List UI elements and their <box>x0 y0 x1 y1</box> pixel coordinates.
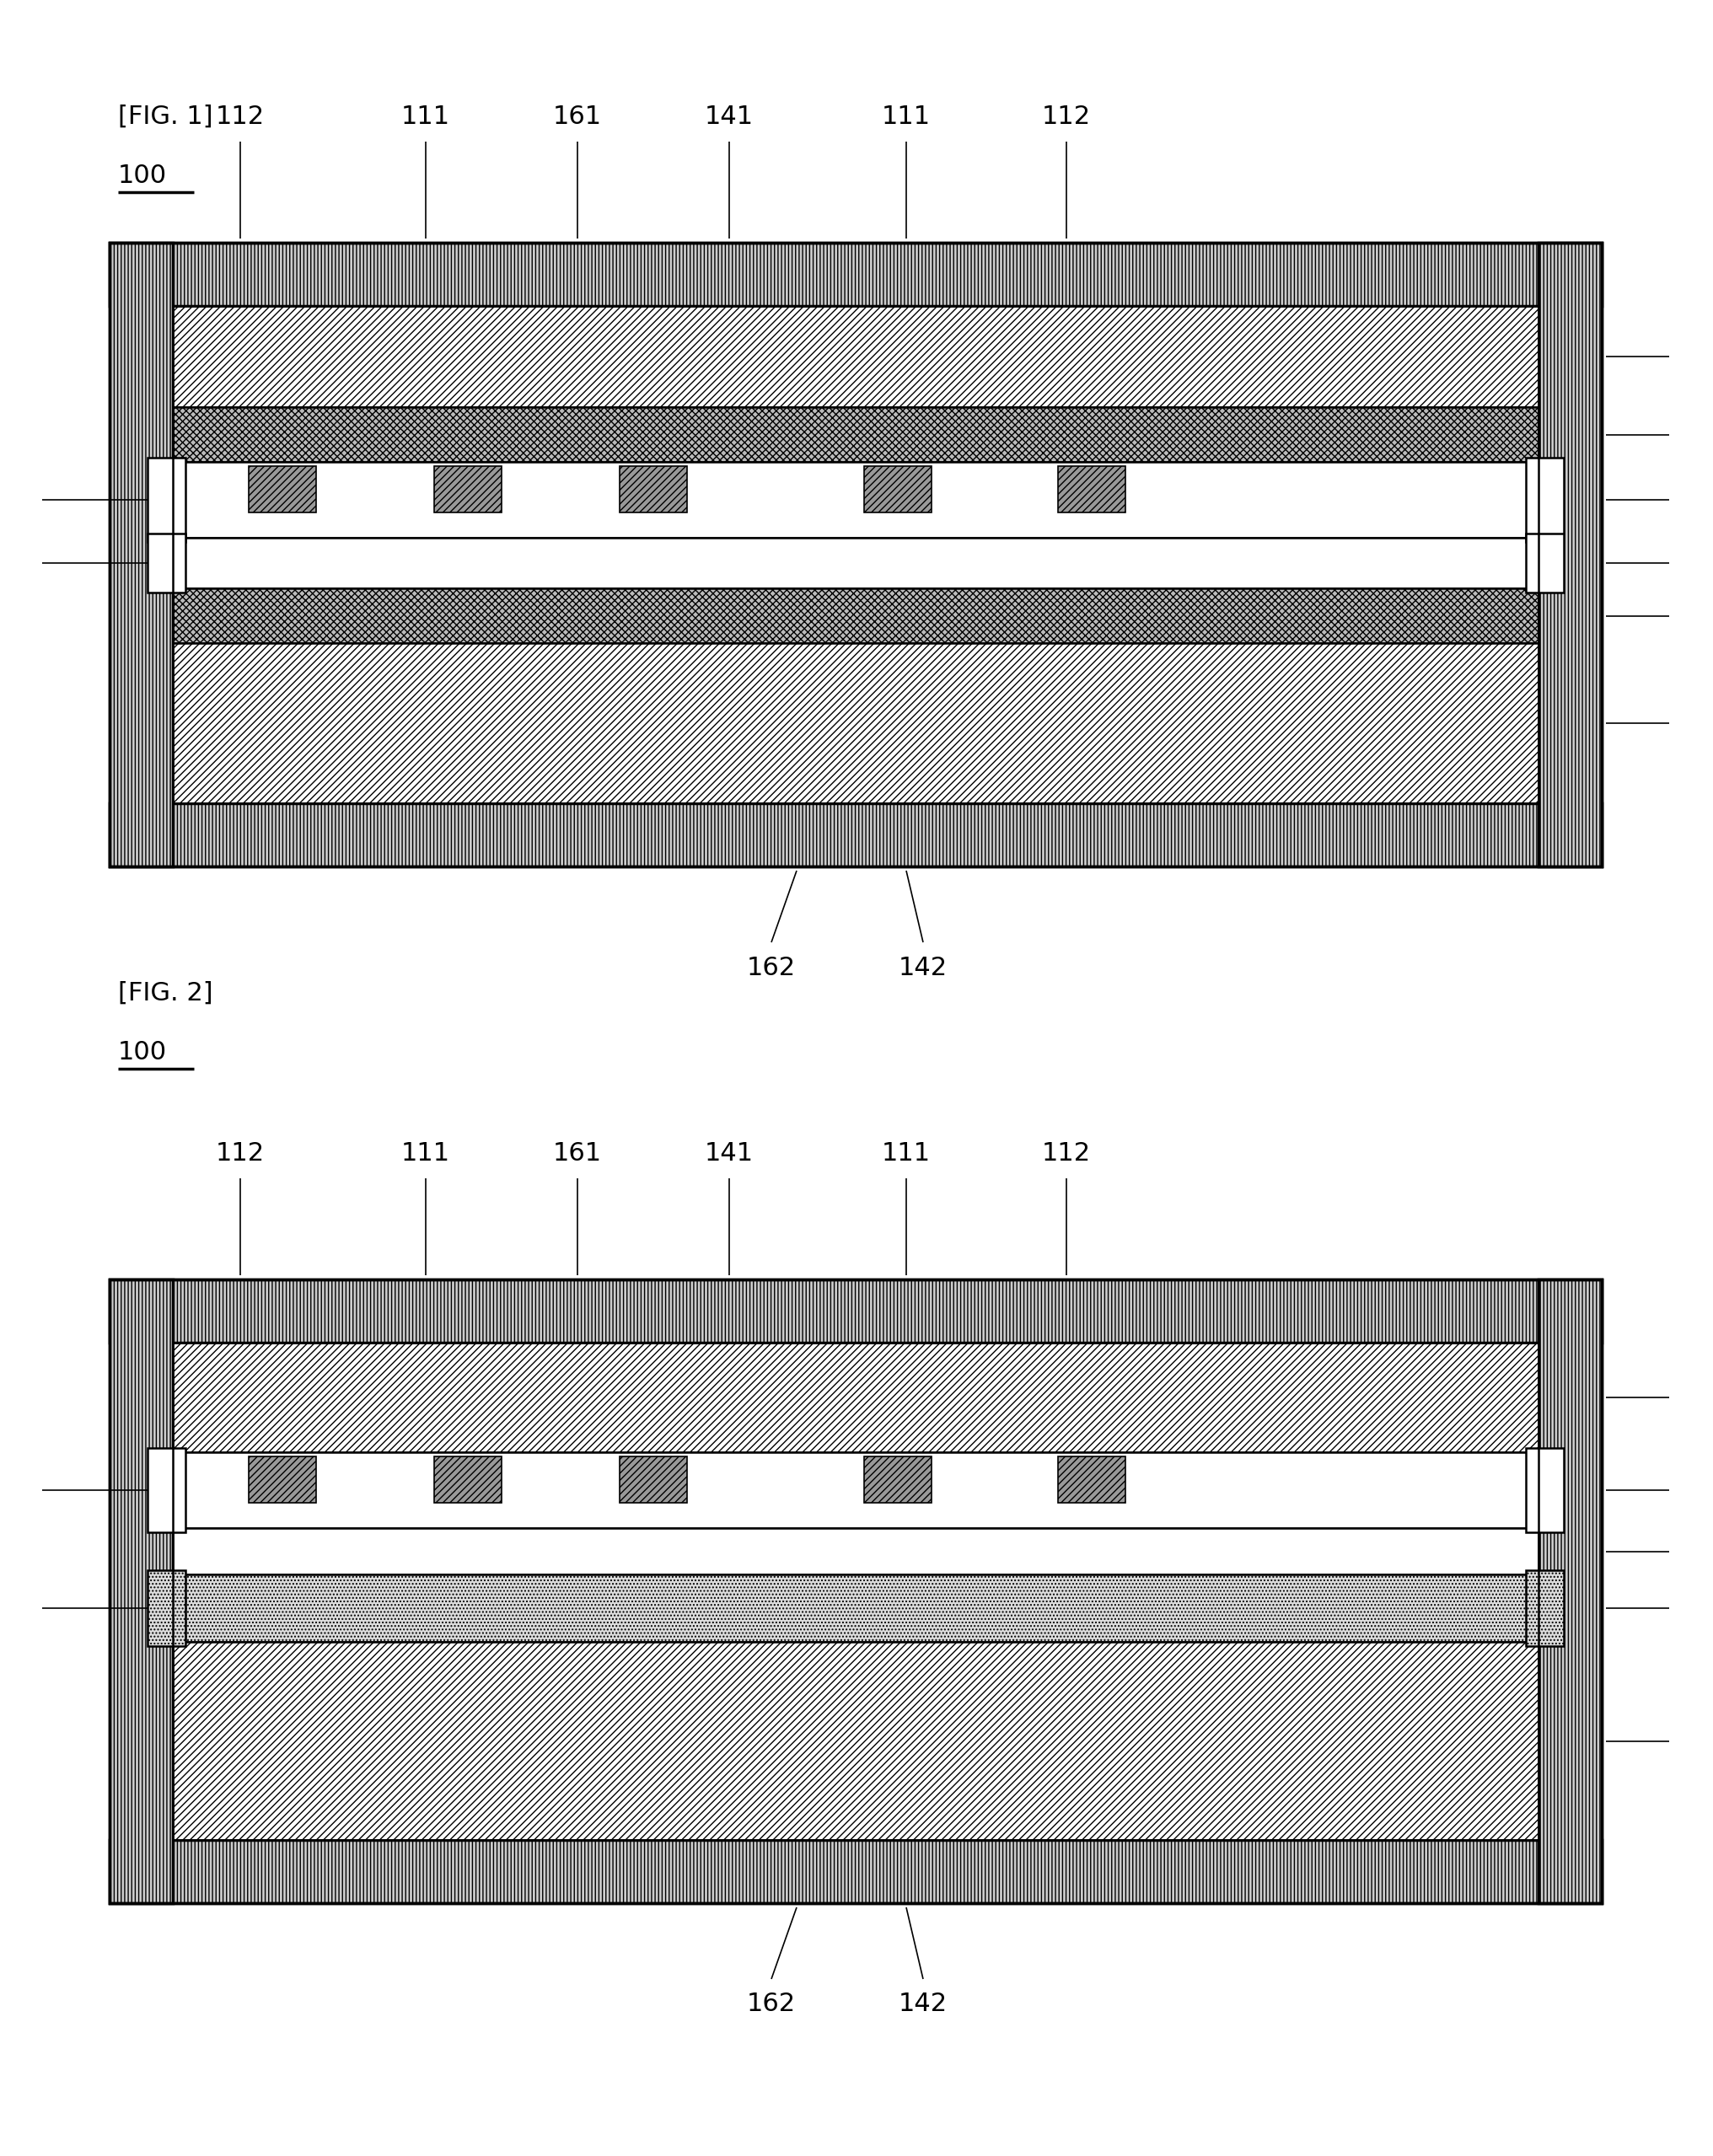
Text: 111: 111 <box>401 103 451 129</box>
Bar <box>173 642 1538 804</box>
Text: 161: 161 <box>553 103 601 129</box>
Text: 171: 171 <box>1711 345 1713 369</box>
Text: [FIG. 1]: [FIG. 1] <box>118 103 212 129</box>
Bar <box>173 306 1538 407</box>
Bar <box>147 457 185 541</box>
Bar <box>110 804 1602 867</box>
Bar <box>248 466 315 513</box>
Text: 131: 131 <box>1711 423 1713 446</box>
Text: 110: 110 <box>1711 550 1713 576</box>
Text: 100: 100 <box>118 1039 166 1065</box>
Text: 112: 112 <box>1042 1141 1091 1164</box>
Bar <box>110 244 1602 867</box>
Text: 132: 132 <box>1711 604 1713 627</box>
Text: 120: 120 <box>1711 487 1713 511</box>
Text: 162: 162 <box>747 955 795 979</box>
Bar <box>1525 1570 1562 1645</box>
Text: 141: 141 <box>704 103 754 129</box>
Bar <box>173 306 1538 804</box>
Bar <box>110 1839 1602 1904</box>
Bar <box>1538 1279 1602 1904</box>
Bar <box>147 533 185 593</box>
Bar <box>620 1457 687 1503</box>
Bar <box>1525 457 1562 541</box>
Text: 162: 162 <box>747 1992 795 2016</box>
Text: 100: 100 <box>118 164 166 188</box>
Text: 111: 111 <box>401 1141 451 1164</box>
Text: 142: 142 <box>898 955 947 979</box>
Bar <box>620 466 687 513</box>
Text: 110: 110 <box>1711 1539 1713 1563</box>
Text: 161: 161 <box>553 1141 601 1164</box>
Bar <box>1057 1457 1125 1503</box>
Bar <box>110 244 173 867</box>
Text: 172: 172 <box>1711 711 1713 735</box>
Bar <box>1538 244 1602 867</box>
Text: 111: 111 <box>880 103 930 129</box>
Bar <box>1057 466 1125 513</box>
Text: 120: 120 <box>1711 1477 1713 1503</box>
Bar <box>147 1570 185 1645</box>
Bar <box>863 466 932 513</box>
Bar <box>173 1343 1538 1839</box>
Bar <box>110 1279 173 1904</box>
Text: 172: 172 <box>1711 1729 1713 1753</box>
Bar <box>110 244 1602 306</box>
Text: 142: 142 <box>898 1992 947 2016</box>
Bar <box>1525 533 1562 593</box>
Bar <box>147 1449 185 1533</box>
Bar <box>173 1343 1538 1453</box>
Bar <box>173 589 1538 642</box>
Bar <box>173 1574 1538 1643</box>
Text: 111: 111 <box>880 1141 930 1164</box>
Text: 112: 112 <box>216 1141 264 1164</box>
Text: [FIG. 2]: [FIG. 2] <box>118 981 212 1005</box>
Bar <box>173 1453 1538 1529</box>
Bar <box>173 1343 1538 1839</box>
Text: 171: 171 <box>1711 1384 1713 1410</box>
Bar <box>1525 1449 1562 1533</box>
Bar <box>110 1279 1602 1904</box>
Bar <box>173 537 1538 589</box>
Bar <box>173 1643 1538 1839</box>
Bar <box>173 306 1538 804</box>
Bar <box>433 466 502 513</box>
Text: 141: 141 <box>704 1141 754 1164</box>
Text: 112: 112 <box>1042 103 1091 129</box>
Bar <box>248 1457 315 1503</box>
Bar <box>173 1529 1538 1574</box>
Text: 180: 180 <box>1711 1595 1713 1621</box>
Bar <box>433 1457 502 1503</box>
Bar <box>173 461 1538 537</box>
Bar <box>173 407 1538 461</box>
Text: 112: 112 <box>216 103 264 129</box>
Bar <box>110 1279 1602 1343</box>
Bar <box>863 1457 932 1503</box>
